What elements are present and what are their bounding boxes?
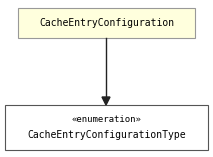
Polygon shape xyxy=(102,97,110,105)
Text: CacheEntryConfigurationType: CacheEntryConfigurationType xyxy=(27,130,186,140)
Text: «enumeration»: «enumeration» xyxy=(72,115,141,124)
Bar xyxy=(18,8,195,38)
Bar xyxy=(5,105,208,150)
Text: CacheEntryConfiguration: CacheEntryConfiguration xyxy=(39,18,174,28)
